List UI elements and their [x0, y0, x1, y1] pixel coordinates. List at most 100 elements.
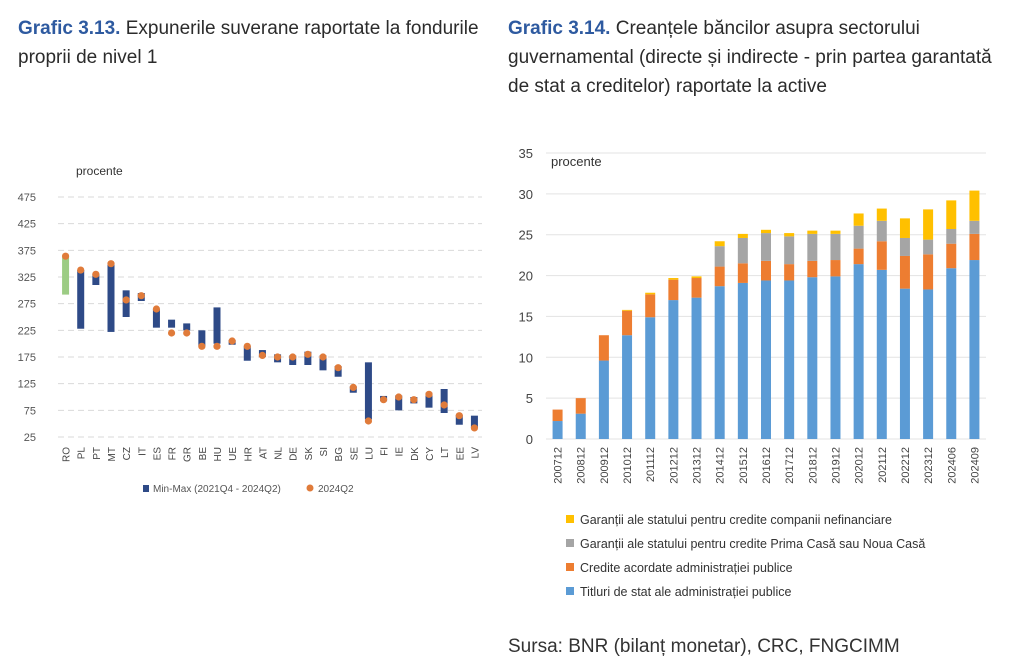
point-marker [228, 337, 236, 345]
point-marker [319, 353, 327, 361]
stacked-segment [923, 289, 934, 439]
stacked-segment [969, 260, 980, 439]
point-marker [77, 266, 85, 274]
stacked-segment [784, 233, 795, 237]
stacked-segment [946, 228, 957, 244]
stacked-segment [807, 230, 818, 234]
y-tick-label: 15 [519, 309, 533, 324]
legend-label-range: Min-Max (2021Q4 - 2024Q2) [153, 484, 281, 495]
x-tick-label: BE [198, 447, 209, 461]
point-marker [122, 296, 130, 304]
x-tick-label: 202406 [946, 447, 958, 484]
x-tick-label: CZ [122, 447, 133, 460]
point-marker [455, 412, 463, 420]
point-marker [183, 329, 191, 337]
stacked-segment [876, 241, 887, 270]
stacked-segment [691, 297, 702, 439]
y-tick-label: 125 [18, 379, 36, 391]
y-tick-label: 375 [18, 245, 36, 257]
y-tick-label: 475 [18, 192, 36, 204]
stacked-segment [737, 263, 748, 283]
chart-right-heading: Grafic 3.14. Creanțele băncilor asupra s… [508, 14, 1008, 101]
stacked-segment [923, 254, 934, 290]
y-unit-label: procente [551, 154, 602, 169]
y-tick-label: 25 [24, 432, 36, 444]
point-marker [92, 270, 100, 278]
x-tick-label: SE [349, 447, 360, 461]
sovereign-exposure-chart: procente 25 75 125 175 225 275 325 375 425 475 RO PL… [18, 164, 482, 495]
stacked-segment [946, 200, 957, 229]
range-bar [364, 362, 372, 420]
point-marker [243, 342, 251, 350]
x-tick-label: PL [77, 447, 88, 460]
x-tick-label: 200812 [576, 447, 588, 484]
stacked-segment [969, 220, 980, 234]
stacked-segment [714, 286, 725, 439]
stacked-segment [761, 229, 771, 234]
x-tick-label: 201612 [761, 447, 773, 484]
stacked-segment [737, 237, 748, 264]
x-tick-label: NL [274, 447, 285, 460]
range-bar [395, 395, 403, 411]
stacked-segment [761, 233, 771, 261]
chart-left-number: Grafic 3.13. [18, 18, 121, 39]
stacked-segment [691, 276, 702, 279]
stacked-segment [714, 266, 725, 287]
stacked-segment [714, 246, 725, 267]
x-tick-label: 202212 [900, 447, 912, 484]
x-tick-label: 202409 [969, 447, 981, 484]
stacked-segment [807, 233, 818, 261]
y-tick-label: 425 [18, 219, 36, 231]
stacked-segment [622, 309, 633, 311]
stacked-segment [668, 300, 679, 439]
x-tick-label: IT [137, 447, 148, 456]
point-marker [273, 353, 282, 361]
range-bar [243, 346, 251, 361]
point-marker [440, 401, 448, 409]
legend-swatch-point [306, 484, 314, 492]
stacked-segment [761, 260, 771, 281]
x-tick-label: DK [410, 447, 421, 461]
x-tick-label: 200712 [553, 447, 565, 484]
range-bar [183, 323, 191, 331]
stacked-segment [552, 409, 563, 422]
point-marker [304, 350, 312, 358]
x-tick-label: BG [334, 447, 345, 462]
legend-swatch-range [143, 485, 149, 492]
chart-left-heading: Grafic 3.13. Expunerile suverane raporta… [18, 14, 498, 72]
x-tick-label: HU [213, 447, 224, 461]
legend-swatch [566, 539, 574, 547]
x-tick-label: FI [380, 447, 391, 456]
stacked-segment [899, 218, 910, 238]
stacked-segment [645, 317, 656, 439]
x-tick-label: 201412 [715, 447, 727, 484]
x-tick-label: 200912 [599, 447, 611, 484]
bank-claims-chart: 0 5 10 15 20 25 30 35 procente 200712 200812 200912… [519, 146, 986, 599]
x-tick-label: 201812 [807, 447, 819, 484]
y-tick-label: 75 [24, 405, 36, 417]
point-marker [61, 252, 70, 260]
legend-swatch [566, 563, 574, 571]
legend-label: Titluri de stat ale administrației publi… [580, 585, 791, 599]
stacked-segment [830, 260, 841, 277]
range-bar [62, 257, 70, 295]
x-tick-label: LV [470, 447, 481, 459]
chart-left-title: Expunerile suverane raportate la fonduri… [18, 18, 479, 68]
range-bar [107, 262, 115, 332]
stacked-segment [807, 260, 818, 278]
stacked-segment [668, 278, 679, 280]
y-tick-label: 25 [519, 228, 533, 243]
point-marker [198, 342, 206, 350]
stacked-segment [853, 264, 864, 439]
legend-swatch [566, 587, 574, 595]
point-marker [213, 342, 221, 350]
y-tick-label: 0 [526, 432, 533, 447]
range-bar [77, 270, 85, 329]
stacked-segment [899, 255, 910, 289]
stacked-segment [946, 243, 957, 269]
x-tick-label: 202312 [923, 447, 935, 484]
y-tick-label: 175 [18, 352, 36, 364]
range-bar [122, 290, 130, 317]
y-tick-label: 275 [18, 299, 36, 311]
stacked-segment [784, 280, 795, 439]
